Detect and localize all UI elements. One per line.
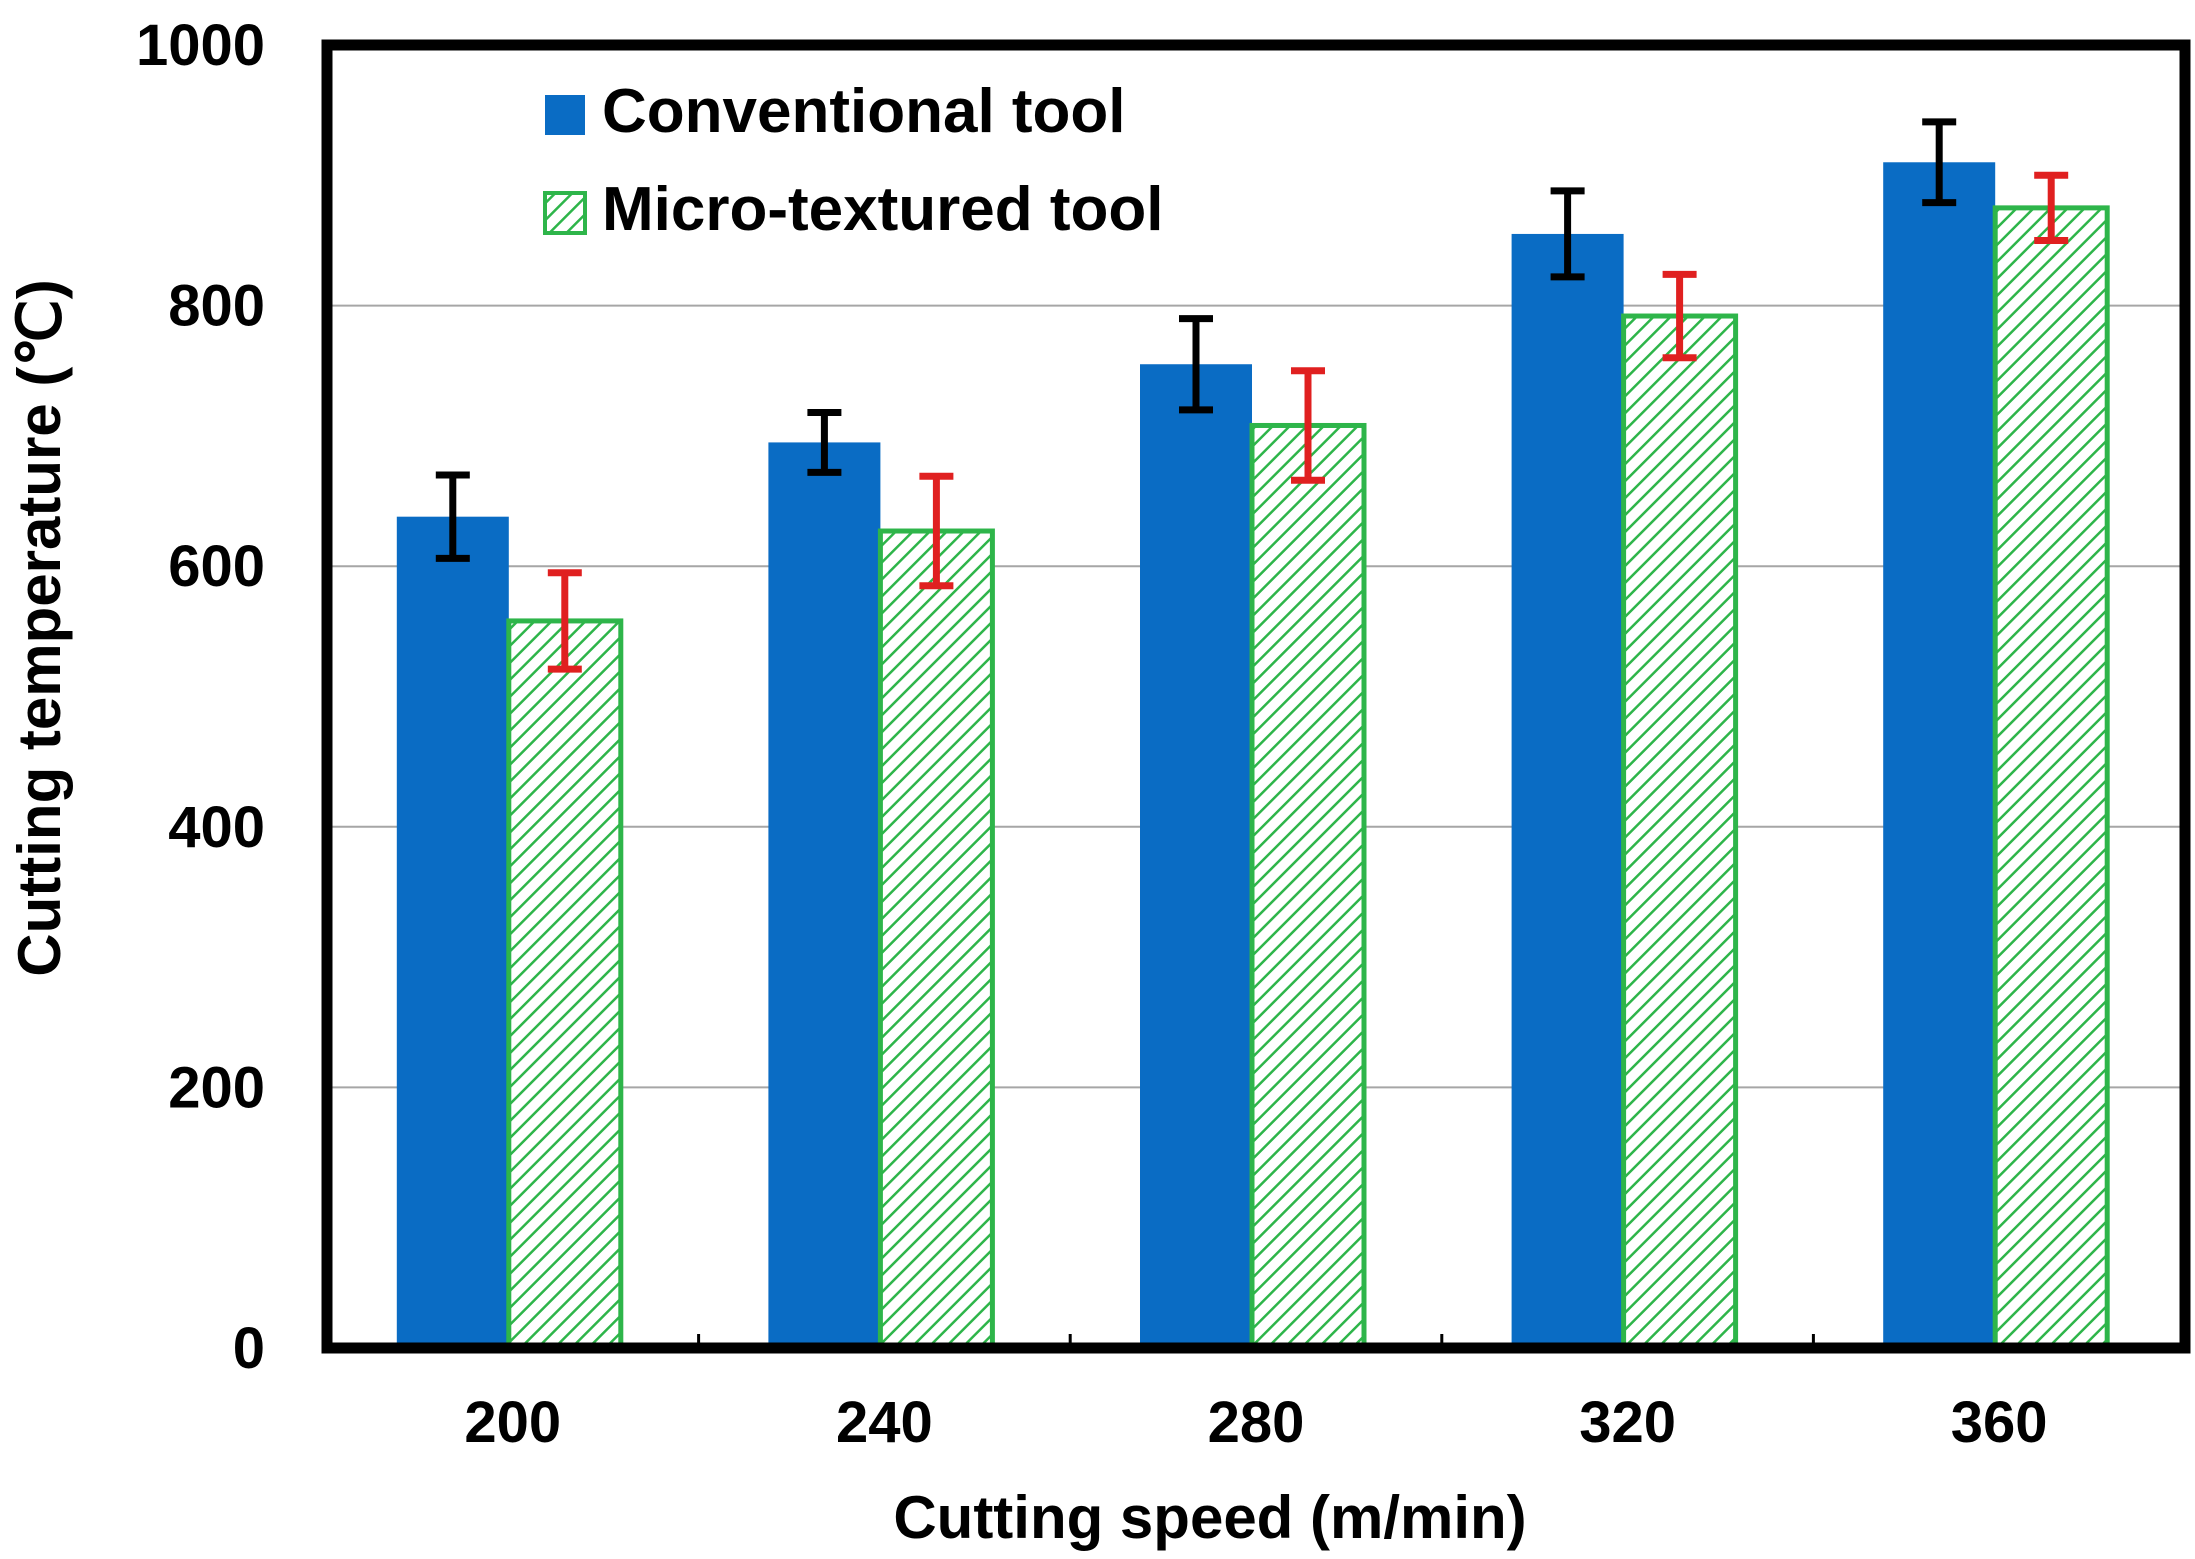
x-tick-label-240: 240: [836, 1390, 933, 1455]
y-tick-label-800: 800: [168, 274, 265, 339]
error-bar-conventional-320: [1550, 187, 1585, 281]
error-bar-micro-textured-200: [547, 569, 582, 673]
legend-label-micro-textured: Micro-textured tool: [602, 175, 1163, 244]
bar-conventional-360: [1883, 162, 1996, 1348]
bar-micro-textured-200: [506, 618, 624, 1351]
bar-micro-textured-280: [1249, 422, 1367, 1351]
bars: [396, 162, 2110, 1351]
error-bar-micro-textured-320: [1662, 270, 1697, 362]
y-tick-label-0: 0: [233, 1316, 265, 1381]
bar-conventional-280: [1140, 364, 1252, 1348]
y-axis-title: Cutting temperature (℃): [6, 279, 73, 976]
legend-label-conventional: Conventional tool: [602, 77, 1126, 146]
error-bar-micro-textured-240: [919, 472, 954, 590]
error-bar-conventional-240: [807, 408, 842, 476]
bar-micro-textured-360: [1992, 205, 2110, 1351]
y-tick-label-600: 600: [168, 534, 265, 599]
x-tick-label-200: 200: [464, 1390, 561, 1455]
bar-micro-textured-320: [1621, 313, 1739, 1351]
y-tick-label-200: 200: [168, 1055, 265, 1120]
x-tick-label-320: 320: [1579, 1390, 1676, 1455]
x-axis-title: Cutting speed (m/min): [893, 1484, 1526, 1551]
error-bar-micro-textured-360: [2034, 171, 2069, 244]
bar-conventional-240: [768, 442, 881, 1348]
error-bar-conventional-360: [1922, 118, 1957, 207]
x-tick-label-280: 280: [1208, 1390, 1305, 1455]
legend: Conventional tool Micro-textured tool: [543, 77, 1163, 244]
bar-micro-textured-240: [877, 528, 995, 1351]
bar-conventional-320: [1511, 233, 1624, 1348]
y-tick-label-400: 400: [168, 795, 265, 860]
error-bar-conventional-280: [1179, 315, 1213, 414]
error-bar-conventional-200: [435, 471, 470, 562]
x-tick-label-360: 360: [1951, 1390, 2048, 1455]
plot-frame: [321, 39, 2191, 1354]
legend-swatch-micro-textured: [543, 191, 587, 235]
x-tick-labels: 200 240 280 320 360: [464, 1390, 2047, 1455]
legend-swatch-conventional: [545, 95, 585, 135]
error-bar-micro-textured-280: [1291, 367, 1325, 484]
bar-conventional-200: [396, 516, 509, 1348]
y-tick-labels: 0 200 400 600 800 1000: [136, 13, 265, 1381]
y-tick-label-1000: 1000: [136, 13, 265, 78]
error-bars: [435, 118, 2069, 673]
